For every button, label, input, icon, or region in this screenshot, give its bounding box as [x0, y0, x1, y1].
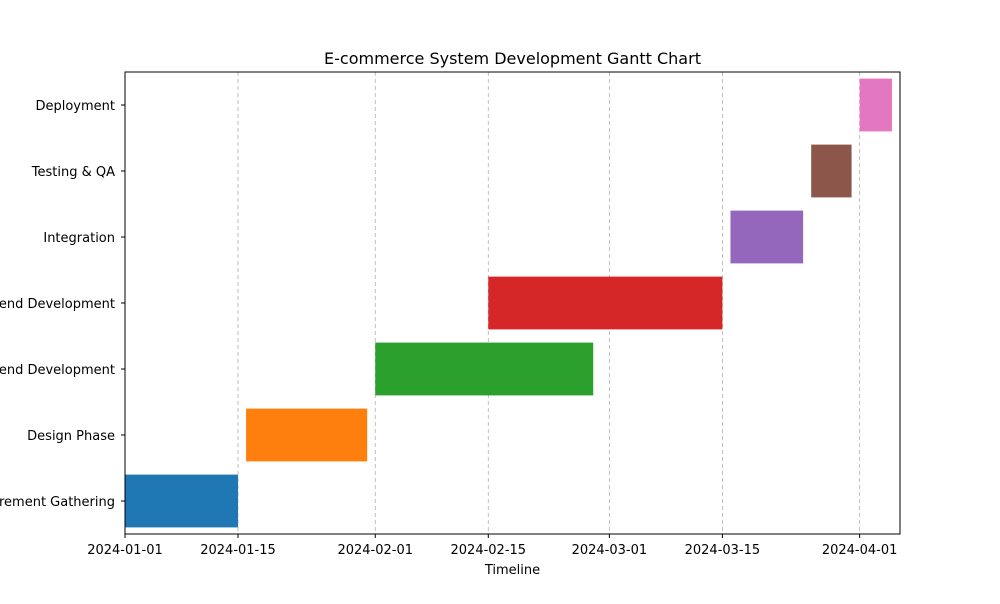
gantt-bar: [246, 408, 368, 462]
y-tick-label: Frontend Development: [0, 363, 115, 378]
x-tick-label: 2024-01-01: [87, 543, 163, 558]
y-tick-label: Design Phase: [27, 429, 115, 444]
gantt-bar: [488, 276, 723, 330]
x-tick-label: 2024-01-15: [200, 543, 276, 558]
x-tick-label: 2024-03-15: [685, 543, 761, 558]
gantt-bar: [125, 474, 239, 528]
x-tick-label: 2024-04-01: [822, 543, 898, 558]
gantt-bar: [859, 78, 892, 132]
x-tick-label: 2024-02-01: [337, 543, 413, 558]
x-tick-label: 2024-02-15: [451, 543, 527, 558]
y-ticks-layer: Requirement Gathering Design Phase Fronten…: [0, 99, 125, 510]
x-tick-label: 2024-03-01: [572, 543, 648, 558]
y-tick-label: Integration: [43, 231, 115, 246]
x-axis-label: Timeline: [484, 563, 540, 578]
y-tick-label: Testing & QA: [31, 165, 115, 180]
y-tick-label: Requirement Gathering: [0, 495, 115, 510]
bars-layer: [125, 78, 892, 528]
gantt-bar: [375, 342, 594, 396]
gantt-bar: [811, 144, 852, 198]
gantt-bar: [730, 210, 804, 264]
y-tick-label: Backend Development: [0, 297, 115, 312]
x-ticks-layer: 2024-01-01 2024-01-15 2024-02-01 2024-02-15…: [87, 534, 897, 558]
y-tick-label: Deployment: [35, 99, 115, 114]
chart-title: E-commerce System Development Gantt Char…: [324, 49, 701, 68]
